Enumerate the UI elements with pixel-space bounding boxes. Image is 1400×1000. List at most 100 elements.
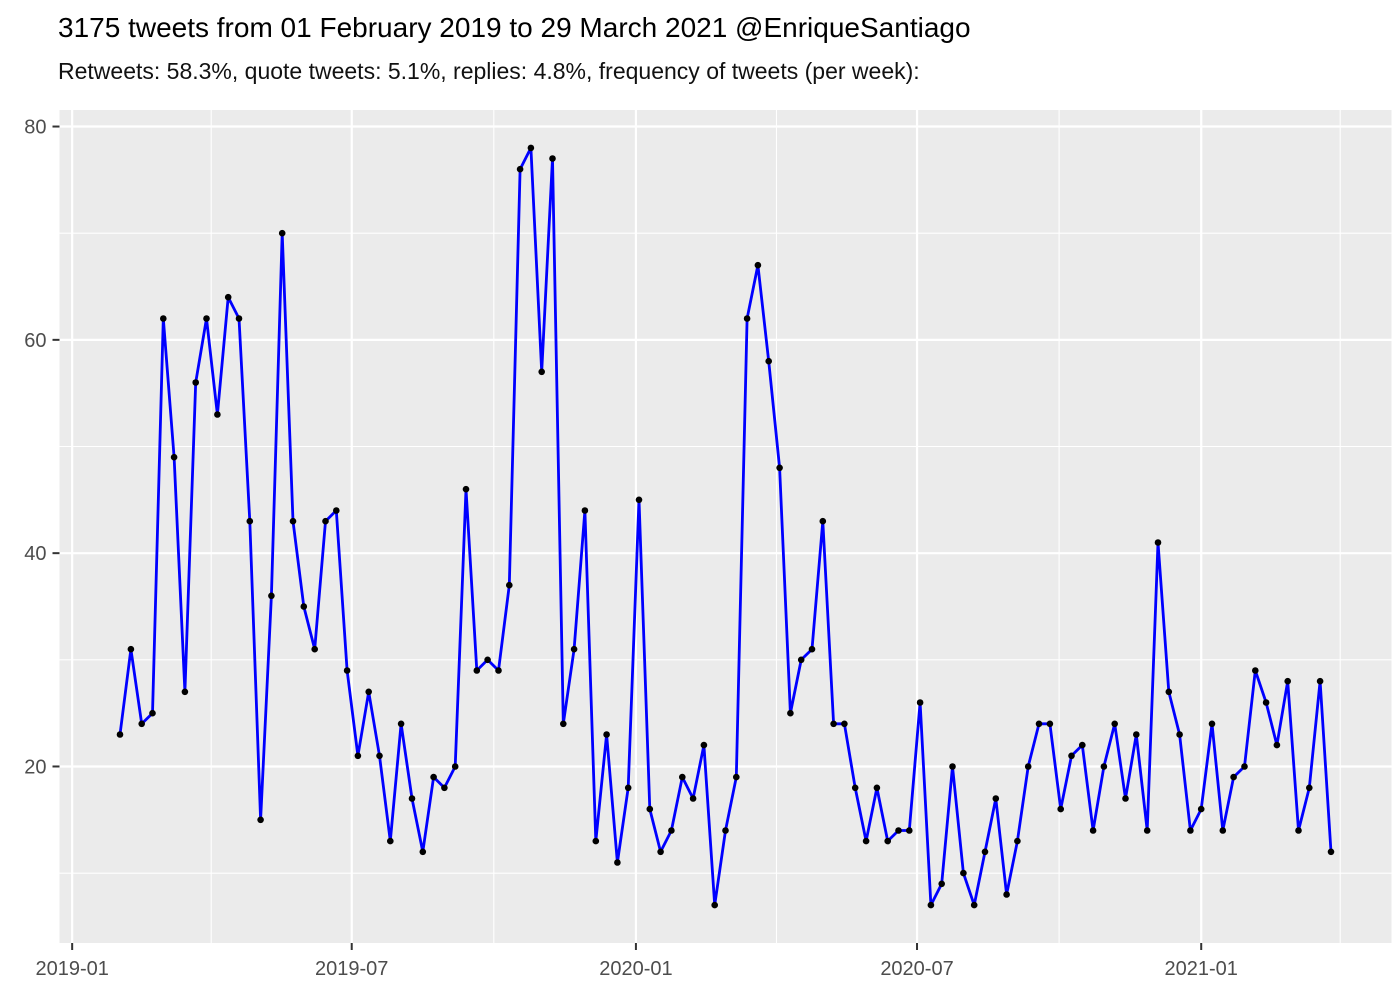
data-point: [376, 752, 383, 760]
data-point: [473, 667, 481, 674]
x-tick-label: 2020-01: [599, 958, 672, 980]
data-point: [1176, 731, 1183, 738]
data-point: [819, 517, 827, 525]
x-tick-label: 2021-01: [1165, 958, 1238, 980]
data-point: [1003, 891, 1010, 898]
data-point: [657, 848, 664, 856]
data-point: [830, 720, 837, 728]
data-point: [419, 848, 427, 856]
data-point: [322, 517, 329, 525]
data-point: [1219, 827, 1227, 834]
data-point: [1035, 720, 1043, 728]
data-point: [311, 645, 319, 653]
data-point: [733, 773, 740, 781]
data-point: [235, 315, 243, 322]
data-point: [906, 827, 913, 834]
data-point: [722, 827, 729, 834]
data-point: [1111, 720, 1118, 728]
data-point: [765, 357, 772, 365]
data-point: [506, 581, 513, 589]
data-point: [614, 859, 621, 866]
data-point: [1252, 667, 1259, 674]
y-tick-label: 80: [24, 117, 46, 139]
data-point: [646, 805, 654, 813]
y-tick-label: 60: [24, 330, 46, 352]
data-point: [754, 261, 762, 269]
data-point: [300, 603, 308, 610]
data-point: [441, 784, 448, 792]
data-point: [560, 720, 567, 728]
data-point: [1089, 827, 1097, 834]
data-point: [333, 507, 340, 514]
data-point: [160, 315, 167, 322]
data-point: [170, 453, 178, 461]
data-point: [592, 837, 600, 845]
data-point: [679, 773, 686, 781]
data-point: [1284, 677, 1291, 685]
x-tick-label: 2020-07: [880, 958, 953, 980]
data-point: [787, 709, 794, 717]
data-point: [549, 155, 556, 162]
data-point: [538, 368, 545, 376]
data-point: [495, 667, 502, 674]
data-point: [451, 763, 459, 770]
data-point: [408, 795, 416, 802]
data-point: [1046, 720, 1054, 728]
data-point: [214, 411, 221, 418]
data-point: [430, 773, 437, 781]
data-point: [570, 645, 578, 653]
y-tick-label: 20: [24, 756, 46, 778]
data-point: [851, 784, 859, 792]
data-point: [343, 667, 351, 674]
data-point: [970, 901, 978, 909]
data-point: [668, 827, 675, 834]
data-point: [1165, 688, 1173, 696]
data-point: [711, 901, 718, 909]
data-point: [1068, 752, 1075, 760]
data-point: [938, 880, 945, 888]
x-tick-label: 2019-01: [35, 958, 108, 980]
data-point: [797, 656, 805, 664]
data-point: [1208, 720, 1216, 728]
data-point: [387, 837, 394, 845]
data-point: [516, 165, 524, 173]
chart-title: 3175 tweets from 01 February 2019 to 29 …: [58, 12, 971, 43]
data-point: [365, 688, 373, 696]
data-point: [127, 645, 135, 653]
data-point: [354, 752, 362, 760]
data-point: [635, 496, 643, 504]
data-point: [138, 720, 145, 728]
data-point: [1014, 837, 1021, 845]
x-tick-label: 2019-07: [315, 958, 388, 980]
data-point: [1273, 741, 1281, 749]
data-point: [808, 645, 816, 653]
data-point: [916, 699, 924, 706]
data-point: [1262, 699, 1270, 706]
data-point: [1316, 677, 1324, 685]
data-point: [862, 837, 870, 845]
data-point: [873, 784, 881, 792]
data-point: [992, 795, 1000, 802]
data-point: [1143, 827, 1151, 834]
data-point: [224, 293, 232, 301]
data-point: [1306, 784, 1313, 792]
data-point: [603, 731, 610, 738]
data-point: [689, 795, 697, 802]
data-point: [581, 507, 589, 514]
data-point: [1154, 539, 1162, 546]
data-point: [776, 464, 783, 472]
data-point: [397, 720, 405, 728]
data-point: [1100, 763, 1108, 770]
data-point: [1197, 805, 1205, 813]
data-point: [116, 731, 124, 738]
data-point: [949, 763, 956, 770]
data-point: [1057, 805, 1064, 813]
data-point: [1122, 795, 1129, 802]
data-point: [700, 741, 708, 749]
data-point: [527, 144, 535, 152]
data-point: [895, 827, 902, 834]
data-point: [1024, 763, 1032, 770]
data-point: [981, 848, 989, 856]
data-point: [203, 315, 210, 322]
